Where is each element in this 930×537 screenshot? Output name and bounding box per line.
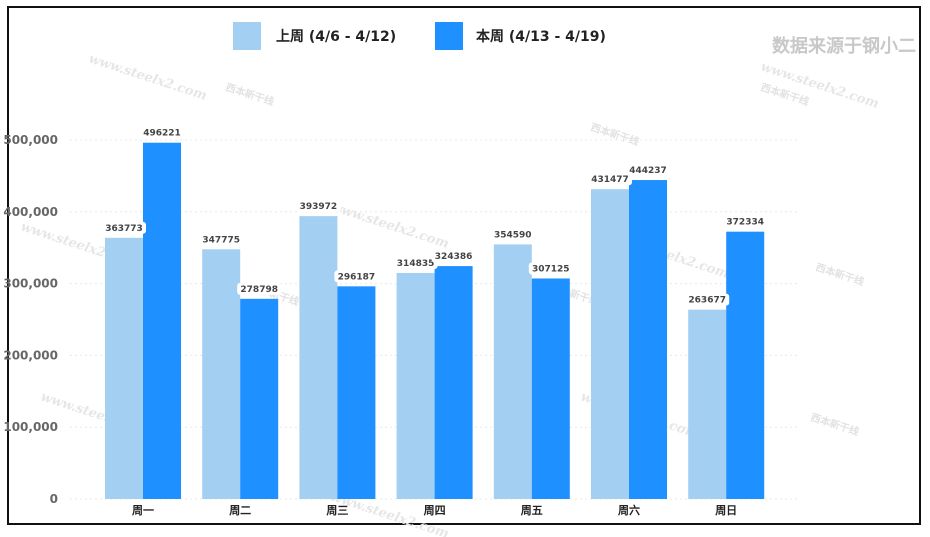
data-label-bg: [140, 126, 184, 139]
x-axis: 周一 周二 周三 周四 周五 周六 周日: [132, 503, 737, 517]
y-axis: 0 100,000 200,000 300,000 400,000 500,000: [3, 133, 58, 506]
x-tick-label: 周三: [326, 504, 348, 517]
data-label-bg: [685, 293, 730, 306]
data-label: 307125: [532, 264, 570, 274]
bar[interactable]: [105, 237, 143, 500]
data-label: 431477: [591, 175, 629, 185]
source-note: 数据来源于钢小二: [772, 35, 916, 57]
x-tick-label: 周四: [424, 504, 446, 517]
data-label: 296187: [338, 272, 376, 282]
watermark-url: www.steelx2.com: [329, 200, 451, 252]
x-tick-label: 周五: [521, 504, 543, 517]
data-label-bg: [393, 256, 438, 269]
bar[interactable]: [143, 142, 181, 499]
x-tick-label: 周一: [132, 504, 154, 517]
bar[interactable]: [493, 244, 532, 499]
y-tick-label: 100,000: [3, 420, 58, 434]
bar[interactable]: [688, 309, 727, 499]
x-tick-label: 周六: [618, 503, 640, 517]
bars: [105, 142, 765, 500]
bar[interactable]: [202, 249, 241, 499]
legend-label: 本周 (4/13 - 4/19): [476, 28, 606, 45]
data-label-bg: [626, 164, 670, 177]
data-label-bg: [296, 200, 341, 213]
legend-item[interactable]: 本周 (4/13 - 4/19): [435, 22, 606, 50]
data-label: 263677: [688, 296, 726, 306]
data-label-bg: [528, 262, 573, 275]
bar[interactable]: [337, 286, 376, 499]
data-labels: 363773 496221 347775 278798 393972 296187 3148…: [102, 126, 768, 306]
legend-label: 上周 (4/6 - 4/12): [276, 29, 396, 45]
data-label-bg: [199, 233, 244, 246]
data-label-bg: [237, 282, 282, 295]
legend-swatch: [435, 22, 463, 50]
watermark-brand: 西本新干线: [224, 80, 276, 108]
watermark-brand: 西本新干线: [814, 260, 866, 288]
data-label: 324386: [435, 252, 473, 262]
bar[interactable]: [726, 231, 765, 499]
legend-item[interactable]: 上周 (4/6 - 4/12): [233, 22, 396, 50]
data-label-bg: [334, 270, 379, 283]
y-tick-label: 400,000: [3, 205, 58, 219]
y-tick-label: 300,000: [3, 277, 58, 291]
data-label-bg: [102, 221, 146, 234]
data-label: 354590: [494, 230, 532, 240]
data-label: 496221: [143, 129, 181, 139]
legend[interactable]: 上周 (4/6 - 4/12) 本周 (4/13 - 4/19): [233, 22, 606, 50]
watermark-brand: 西本新干线: [589, 120, 641, 148]
bar[interactable]: [591, 189, 629, 499]
watermark-brand: 西本新干线: [809, 410, 861, 438]
data-label: 393972: [300, 202, 338, 212]
bar[interactable]: [299, 216, 338, 499]
data-label-bg: [723, 215, 768, 228]
data-label: 347775: [202, 235, 240, 245]
data-label: 363773: [105, 224, 143, 234]
x-tick-label: 周二: [229, 504, 251, 517]
data-label: 372334: [726, 218, 764, 228]
legend-swatch: [233, 22, 261, 50]
y-tick-label: 0: [50, 492, 58, 506]
bar[interactable]: [240, 298, 279, 499]
watermark-url: www.steelx2.com: [87, 52, 209, 104]
data-label: 278798: [240, 285, 278, 295]
bar[interactable]: [434, 266, 473, 499]
data-label: 314835: [397, 259, 435, 269]
data-label-bg: [588, 173, 632, 186]
watermark-url: www.steelx2.com: [759, 60, 881, 112]
bar[interactable]: [629, 180, 667, 499]
data-label: 444237: [629, 166, 667, 176]
y-tick-label: 500,000: [3, 133, 58, 147]
data-label-bg: [490, 228, 535, 241]
x-tick-label: 周日: [715, 504, 737, 517]
data-label-bg: [431, 250, 476, 263]
bar[interactable]: [396, 272, 435, 499]
y-tick-label: 200,000: [3, 348, 58, 362]
bar[interactable]: [531, 278, 570, 499]
